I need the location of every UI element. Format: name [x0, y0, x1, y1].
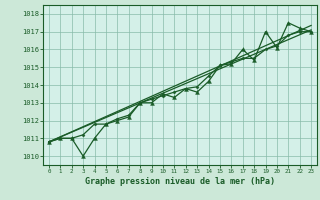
X-axis label: Graphe pression niveau de la mer (hPa): Graphe pression niveau de la mer (hPa) — [85, 177, 275, 186]
